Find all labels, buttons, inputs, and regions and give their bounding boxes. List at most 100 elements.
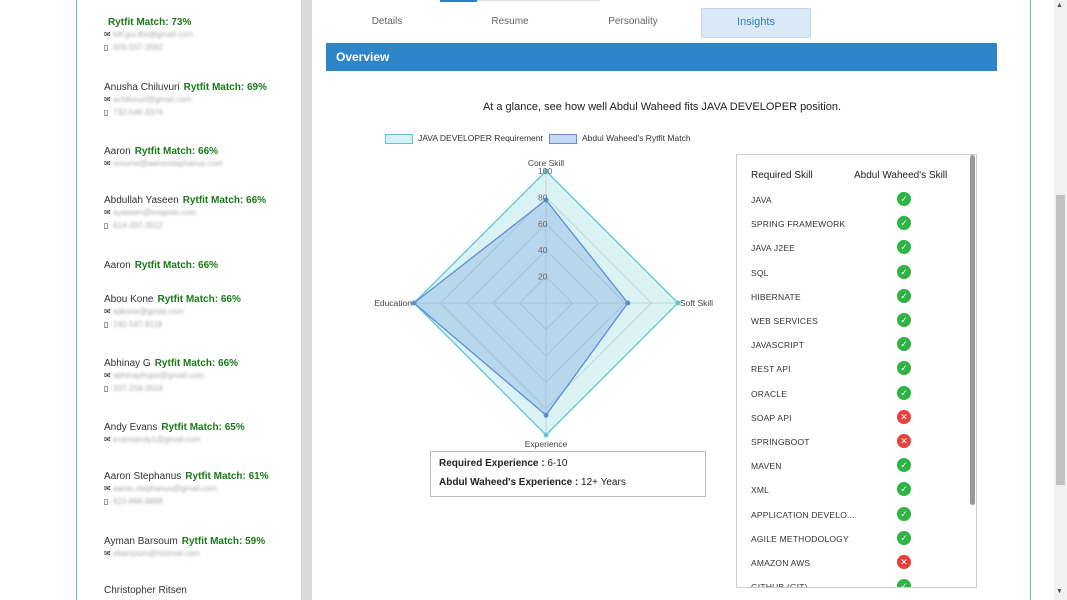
check-circle-icon: ✓ <box>897 530 911 545</box>
check-circle-icon: ✓ <box>897 264 911 279</box>
check-circle-icon: ✓ <box>897 458 911 473</box>
envelope-icon: ✉ <box>104 95 111 104</box>
candidate-list[interactable]: Rytfit Match: 73% ✉ bill.gui.fbs@gmail.co… <box>77 0 301 600</box>
candidate-email[interactable]: adkone@gmail.com <box>113 307 184 316</box>
candidate-phone[interactable]: 240-547-9118 <box>113 320 163 329</box>
legend-requirement[interactable]: JAVA DEVELOPER Requirement <box>385 133 543 144</box>
envelope-icon: ✉ <box>104 371 111 380</box>
skill-name: ORACLE <box>751 388 788 399</box>
tab-indicator <box>440 0 477 2</box>
main-panel: Details Resume Personality Insights Over… <box>312 0 1030 600</box>
skill-name: SOAP API <box>751 412 792 423</box>
candidate-item[interactable]: Rytfit Match: 73% ✉ bill.gui.fbs@gmail.co… <box>104 17 193 56</box>
radar-tick-label: 40 <box>538 245 548 255</box>
candidate-item[interactable]: Abou Kone Rytfit Match: 66% ✉ adkone@gmail… <box>104 294 241 333</box>
check-circle-icon: ✓ <box>897 288 911 303</box>
tab-personality[interactable]: Personality <box>608 16 658 27</box>
candidate-item[interactable]: Aaron Rytfit Match: 66% <box>104 260 218 271</box>
phone-icon: ▯ <box>104 43 109 52</box>
skill-name: XML <box>751 485 770 496</box>
page-scroll-thumb[interactable] <box>1056 195 1065 485</box>
candidate-name: Anusha Chiluvuri <box>104 82 180 93</box>
check-circle-icon: ✓ <box>897 240 911 255</box>
skills-scrollbar[interactable] <box>970 155 975 505</box>
candidate-item[interactable]: Andy Evans Rytfit Match: 65% ✉ evansandy1@… <box>104 422 245 448</box>
skill-name: REST API <box>751 364 791 375</box>
x-circle-icon: ✕ <box>897 555 911 569</box>
match-score: Rytfit Match: 66% <box>157 294 241 305</box>
tab-resume[interactable]: Resume <box>491 16 529 27</box>
radar-point <box>411 300 417 306</box>
candidate-email[interactable]: abhinaytrupa@gmail.com <box>113 371 204 380</box>
candidate-email[interactable]: aaron.stephanus@gmail.com <box>113 484 218 493</box>
match-score: Rytfit Match: 66% <box>134 146 219 157</box>
candidate-email[interactable]: evansandy1@gmail.com <box>113 435 201 444</box>
candidate-email[interactable]: abarsoum@hotmail.com <box>113 549 200 558</box>
candidate-name: Aaron <box>104 260 131 271</box>
match-score: Rytfit Match: 66% <box>154 358 239 369</box>
candidate-email[interactable]: bill.gui.fbs@gmail.com <box>113 30 194 39</box>
skill-name: JAVA <box>751 195 772 205</box>
candidate-phone[interactable]: 623-866-9898 <box>113 497 163 506</box>
candidate-experience-value: 12+ Years <box>581 477 626 488</box>
scroll-down-icon[interactable]: ▼ <box>1056 588 1063 595</box>
candidate-item[interactable]: Ayman Barsoum Rytfit Match: 59% ✉ abarsoum… <box>104 536 265 562</box>
candidate-item[interactable]: Abhinay G Rytfit Match: 66% ✉ abhinaytrupa… <box>104 358 238 397</box>
phone-icon: ▯ <box>104 497 109 506</box>
phone-icon: ▯ <box>104 320 109 329</box>
radar-axis-label: Experience <box>525 439 568 449</box>
x-circle-icon: ✕ <box>897 409 911 424</box>
candidate-phone[interactable]: 337-258-3558 <box>113 384 163 393</box>
phone-icon: ▯ <box>104 221 109 230</box>
match-score: Rytfit Match: 61% <box>185 471 269 482</box>
legend-match[interactable]: Abdul Waheed's Rytfit Match <box>549 133 691 144</box>
legend-label: JAVA DEVELOPER Requirement <box>418 133 543 143</box>
candidate-email[interactable]: achiluvuri@gmail.com <box>113 95 192 104</box>
radar-tick-label: 60 <box>538 219 548 229</box>
candidate-item[interactable]: Christopher Ritsen <box>104 585 187 596</box>
candidate-item[interactable]: Abdullah Yaseen Rytfit Match: 66% ✉ ayasee… <box>104 195 266 234</box>
legend-label: Abdul Waheed's Rytfit Match <box>582 133 691 143</box>
phone-icon: ▯ <box>104 108 109 117</box>
skill-name: SPRING FRAMEWORK <box>751 219 846 230</box>
candidate-name: Abou Kone <box>104 294 154 305</box>
radar-tick-label: 100 <box>538 166 552 176</box>
candidate-phone[interactable]: 609-557-3562 <box>113 43 163 52</box>
overview-header: Overview <box>326 43 997 71</box>
skill-name: AMAZON AWS <box>751 558 811 568</box>
legend-swatch <box>385 133 413 144</box>
match-score: Rytfit Match: 73% <box>108 17 192 28</box>
candidate-email[interactable]: ayaseen@exqsoto.com <box>113 208 197 217</box>
candidate-email[interactable]: resume@aaronstephanus.com <box>113 159 223 168</box>
tab-details[interactable]: Details <box>371 16 403 27</box>
candidate-name: Abdullah Yaseen <box>104 195 179 206</box>
tab-insights[interactable]: Insights <box>701 8 811 38</box>
check-circle-icon: ✓ <box>897 337 911 352</box>
tab-divider <box>477 0 600 1</box>
match-score: Rytfit Match: 66% <box>134 260 219 271</box>
envelope-icon: ✉ <box>104 159 111 168</box>
candidate-phone[interactable]: 614-397-3512 <box>113 221 163 230</box>
skills-table[interactable]: Required Skill Abdul Waheed's Skill JAVA… <box>736 154 977 588</box>
match-score: Rytfit Match: 59% <box>181 536 266 547</box>
sidebar-scrollbar[interactable] <box>301 0 312 600</box>
candidate-item[interactable]: Aaron Stephanus Rytfit Match: 61% ✉ aaron.… <box>104 471 269 510</box>
envelope-icon: ✉ <box>104 307 111 316</box>
candidate-name: Abhinay G <box>104 358 151 369</box>
experience-box: Required Experience : 6-10 Abdul Waheed'… <box>430 451 706 497</box>
candidate-phone[interactable]: 732-546-3374 <box>113 108 163 117</box>
envelope-icon: ✉ <box>104 549 111 558</box>
radar-point <box>675 300 681 306</box>
candidate-item[interactable]: Anusha Chiluvuri Rytfit Match: 69% ✉ achil… <box>104 82 267 121</box>
scroll-up-icon[interactable]: ▲ <box>1056 2 1063 9</box>
candidate-item[interactable]: Aaron Rytfit Match: 66% ✉ resume@aaronstep… <box>104 146 223 172</box>
candidate-experience-label: Abdul Waheed's Experience : <box>439 477 579 488</box>
radar-axis-label: Core Skill <box>528 158 564 168</box>
envelope-icon: ✉ <box>104 208 111 217</box>
candidate-name: Aaron <box>104 146 131 157</box>
page-scrollbar[interactable]: ▲ ▼ <box>1054 0 1067 600</box>
required-experience-value: 6-10 <box>547 458 568 469</box>
skill-name: WEB SERVICES <box>751 316 818 326</box>
candidate-name: Christopher Ritsen <box>104 585 187 596</box>
